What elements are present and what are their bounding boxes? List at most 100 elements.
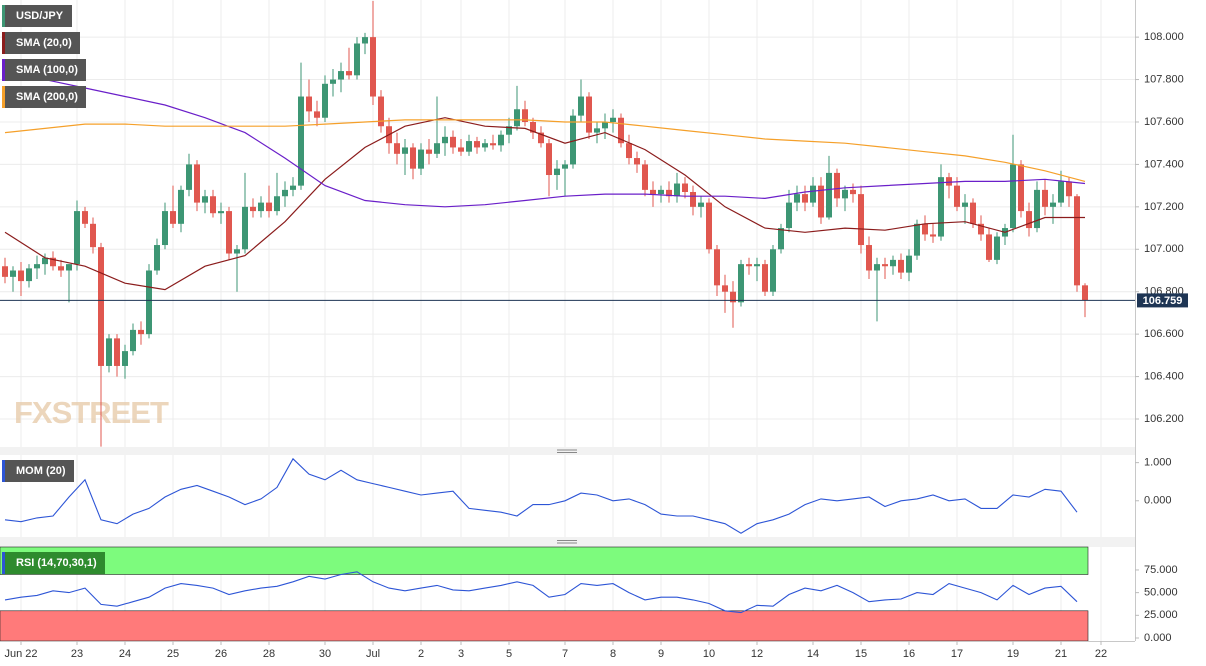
legend-box — [2, 59, 86, 81]
panel-divider — [0, 537, 1135, 547]
candle-body — [506, 126, 512, 135]
candle-body — [666, 189, 672, 197]
candle-body — [554, 168, 560, 176]
legend-item: USD/JPY — [2, 5, 72, 27]
candle-body — [690, 191, 696, 207]
candle-body — [658, 189, 664, 195]
x-tick-label: 23 — [71, 648, 83, 660]
x-tick-label: 17 — [951, 648, 963, 660]
candle-body — [74, 211, 80, 265]
last-price-label: 106.759 — [1143, 295, 1183, 307]
candle-body — [946, 177, 952, 186]
candle-body — [562, 164, 568, 169]
candle-body — [1050, 202, 1056, 207]
candle-body — [2, 266, 8, 277]
candle-body — [410, 147, 416, 169]
x-tick-label: 19 — [1007, 648, 1019, 660]
candle-body — [66, 264, 72, 271]
candle-body — [890, 259, 896, 267]
x-tick-label: Jul — [366, 648, 380, 660]
legend-item: SMA (20,0) — [2, 32, 80, 54]
x-tick-label: 24 — [119, 648, 131, 660]
candle-body — [450, 136, 456, 148]
legend-label: RSI (14,70,30,1) — [16, 557, 97, 569]
candle-body — [898, 259, 904, 273]
candle-body — [498, 134, 504, 146]
legend: USD/JPY SMA (20,0) SMA (100,0) SMA (200,0) M… — [2, 5, 105, 574]
last-price-box — [1137, 293, 1188, 308]
candle-body — [218, 211, 224, 214]
legend-label: USD/JPY — [16, 10, 64, 22]
candle-body — [138, 329, 144, 335]
x-tick-label: 28 — [263, 648, 275, 660]
candle-body — [1034, 189, 1040, 229]
candle-body — [154, 245, 160, 271]
candle-body — [826, 172, 832, 218]
indicator-line — [4, 571, 1078, 614]
candle-body — [970, 202, 976, 224]
y-tick-label: 0.000 — [1144, 495, 1172, 507]
x-tick-label: 5 — [506, 648, 512, 660]
candle-body — [314, 111, 320, 118]
candle-body — [522, 109, 528, 122]
plot-area — [0, 1, 1135, 614]
candle-body — [746, 264, 752, 267]
candle-body — [146, 270, 152, 335]
candle-body — [682, 183, 688, 192]
legend-swatch — [2, 86, 5, 108]
legend-swatch — [2, 5, 5, 27]
y-tick-label: 108.000 — [1144, 31, 1184, 43]
candle-body — [90, 223, 96, 248]
candle-body — [906, 255, 912, 273]
candle-body — [738, 264, 744, 303]
oversold-band — [0, 610, 1089, 642]
y-tick-label: 1.000 — [1144, 457, 1172, 469]
legend-item: SMA (200,0) — [2, 86, 86, 108]
sma-line — [4, 119, 1086, 182]
candle-body — [882, 264, 888, 267]
overbought-band — [0, 546, 1089, 575]
candle-body — [546, 143, 552, 176]
candle-body — [274, 196, 280, 212]
candle-body — [194, 164, 200, 203]
candle-body — [98, 247, 104, 366]
candle-body — [818, 185, 824, 218]
candle-body — [1058, 181, 1064, 203]
legend-label: SMA (20,0) — [16, 37, 72, 49]
candle-body — [466, 141, 472, 152]
candle-body — [610, 117, 616, 122]
x-tick-label: 3 — [458, 648, 464, 660]
candle-body — [578, 96, 584, 116]
candle-body — [122, 351, 128, 366]
candle-body — [426, 149, 432, 154]
candle-body — [402, 147, 408, 154]
candle-body — [186, 164, 192, 190]
candle-body — [362, 37, 368, 44]
x-tick-label: 12 — [751, 648, 763, 660]
candle-body — [130, 329, 136, 352]
legend-label: SMA (200,0) — [16, 91, 78, 103]
candle-body — [1026, 211, 1032, 229]
y-tick-label: 106.200 — [1144, 413, 1184, 425]
x-tick-label: 21 — [1055, 648, 1067, 660]
candle-body — [106, 338, 112, 366]
legend-label: MOM (20) — [16, 465, 66, 477]
candle-body — [434, 143, 440, 154]
x-tick-label: 9 — [658, 648, 664, 660]
x-tick-label: 14 — [807, 648, 819, 660]
candle-body — [370, 37, 376, 97]
panel-divider — [0, 447, 1135, 455]
candle-body — [786, 202, 792, 229]
candle-body — [874, 264, 880, 271]
legend-box — [2, 32, 80, 54]
candle-body — [1010, 164, 1016, 229]
candle-body — [858, 194, 864, 246]
candle-body — [258, 202, 264, 212]
candle-body — [770, 249, 776, 292]
y-tick-label: 106.600 — [1144, 328, 1184, 340]
y-tick-label: 0.000 — [1144, 632, 1172, 644]
y-tick-label: 75.000 — [1144, 564, 1178, 576]
candle-body — [722, 285, 728, 292]
candle-body — [42, 257, 48, 265]
candle-body — [26, 268, 32, 282]
